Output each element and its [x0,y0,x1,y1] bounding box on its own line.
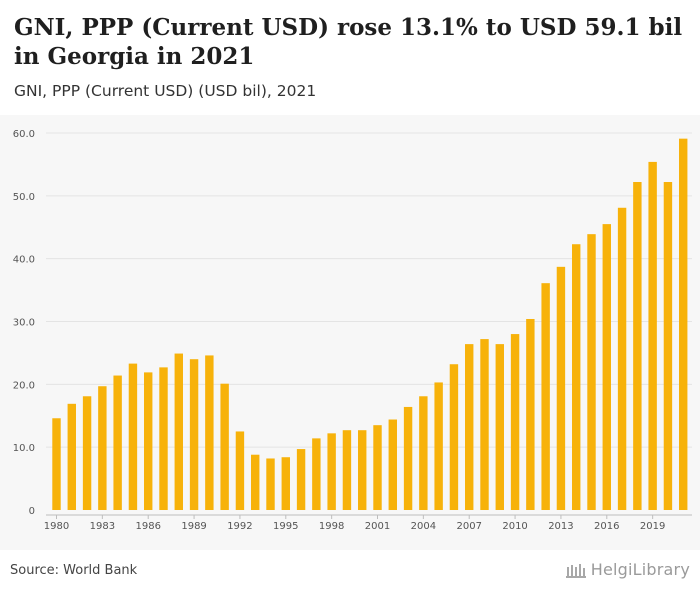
bar-1987[interactable] [159,367,168,510]
bar-2002[interactable] [388,419,397,510]
x-tick-label: 2010 [502,521,527,532]
x-tick-label: 2001 [365,521,390,532]
bar-2008[interactable] [480,339,489,510]
chart-subtitle: GNI, PPP (Current USD) (USD bil), 2021 [14,82,317,100]
x-tick-label: 2016 [594,521,619,532]
bars [52,138,688,511]
bar-1984[interactable] [113,375,122,510]
x-tick-label: 1986 [135,521,160,532]
x-tick-label: 2019 [640,521,665,532]
x-tick-label: 2013 [548,521,573,532]
x-tick-label: 1983 [90,521,115,532]
bar-2004[interactable] [419,396,428,510]
bar-2011[interactable] [526,318,535,510]
x-axis: 1980 1983 1986 1989 1992 1995 1998 2001 2004 2007… [44,514,692,532]
x-tick-label: 1992 [227,521,252,532]
bar-2007[interactable] [465,344,474,510]
bar-2012[interactable] [541,283,550,510]
bar-2020[interactable] [663,182,673,510]
grid-lines [46,132,692,448]
bar-1997[interactable] [312,438,321,510]
y-tick-label: 10.0 [13,443,35,454]
y-axis-labels: 0 10.0 20.0 30.0 40.0 50.0 60.0 [13,129,35,517]
bar-1983[interactable] [98,386,107,510]
x-tick-label: 1998 [319,521,344,532]
bar-2010[interactable] [510,334,520,510]
bar-2014[interactable] [572,244,581,510]
bar-2018[interactable] [633,182,642,510]
bar-1992[interactable] [235,431,245,510]
bar-1993[interactable] [251,454,260,510]
bar-2013[interactable] [556,266,566,510]
bar-2015[interactable] [587,234,596,510]
helgi-library-logo[interactable]: HelgiLibrary [565,560,690,579]
bar-1994[interactable] [266,458,275,510]
bar-1985[interactable] [128,363,138,510]
chart-title: GNI, PPP (Current USD) rose 13.1% to USD… [14,14,683,70]
bar-1981[interactable] [67,403,76,510]
bar-2005[interactable] [434,382,443,510]
x-tick-label: 2007 [456,521,481,532]
bar-2009[interactable] [495,344,504,510]
y-tick-label: 0 [29,506,35,517]
bar-1990[interactable] [205,355,214,510]
bar-2003[interactable] [403,406,413,510]
x-tick-label: 1980 [44,521,69,532]
bar-1999[interactable] [342,430,352,510]
bar-1989[interactable] [189,359,199,510]
bar-1982[interactable] [82,396,92,510]
source-note: Source: World Bank [10,563,138,578]
bar-2017[interactable] [617,207,627,510]
bar-2006[interactable] [449,364,459,510]
bar-1998[interactable] [327,433,336,510]
bar-1991[interactable] [220,383,229,510]
x-tick-label: 2004 [411,521,436,532]
y-tick-label: 20.0 [13,380,35,391]
bar-1995[interactable] [281,457,290,510]
bar-1986[interactable] [144,372,153,510]
bar-2001[interactable] [373,425,382,510]
library-columns-icon [565,563,586,578]
bar-2000[interactable] [358,430,367,510]
x-tick-label: 1995 [273,521,298,532]
bar-1988[interactable] [174,353,183,510]
x-tick-label: 1989 [181,521,206,532]
bar-1980[interactable] [52,418,61,510]
bar-1996[interactable] [296,449,306,510]
y-tick-label: 60.0 [13,129,35,140]
y-tick-label: 30.0 [13,318,35,329]
y-tick-label: 40.0 [13,255,35,266]
bar-2016[interactable] [602,224,611,511]
logo-text: HelgiLibrary [590,560,690,579]
bar-2019[interactable] [648,161,657,510]
bar-2021[interactable] [679,138,688,510]
y-tick-label: 50.0 [13,192,35,203]
